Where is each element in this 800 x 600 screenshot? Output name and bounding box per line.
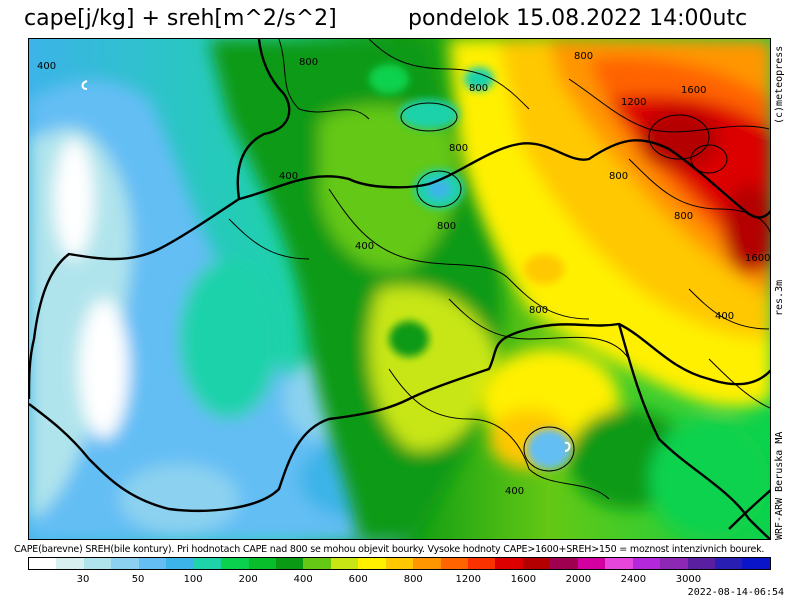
convective-cells: [369, 64, 571, 469]
contour-label: 400: [279, 171, 298, 182]
colorbar-label: 1600: [510, 574, 537, 585]
colorbar-cell: [166, 558, 194, 569]
colorbar-cell: [440, 558, 468, 569]
colorbar-label: 2000: [565, 574, 592, 585]
colorbar-labels: 30 50 100 200 400 600 800 1200 1600 2000 2400 3000: [28, 574, 771, 588]
colorbar-cell: [605, 558, 633, 569]
cape-contours: [228, 39, 770, 500]
colorbar-cell: [83, 558, 112, 569]
model-label: WRF-ARW Beruska MA: [774, 431, 785, 540]
colorbar-cell: [522, 558, 551, 569]
map-datetime: pondelok 15.08.2022 14:00utc: [408, 6, 748, 31]
colorbar-cell: [111, 558, 139, 569]
resolution-label: res.3m: [774, 279, 785, 316]
contour-label: 400: [505, 486, 524, 497]
colorbar-cell: [248, 558, 276, 569]
colorbar-cell: [660, 558, 688, 569]
contour-label: 400: [715, 311, 734, 322]
colorbar-label: 200: [238, 574, 258, 585]
contour-label: 800: [674, 211, 693, 222]
colorbar-label: 2400: [620, 574, 647, 585]
colorbar-label: 30: [76, 574, 90, 585]
contour-labels: 400 800 800 800 800 1200 1600 800 400 80…: [37, 51, 770, 497]
colorbar-cell: [221, 558, 249, 569]
colorbar-cell: [577, 558, 606, 569]
sreh-contours: [81, 80, 571, 452]
colorbar-cell: [687, 558, 715, 569]
colorbar-label: 100: [183, 574, 203, 585]
map-title: cape[j/kg] + sreh[m^2/s^2]: [24, 6, 337, 31]
contour-label: 400: [37, 61, 56, 72]
colorbar-cell: [385, 558, 414, 569]
colorbar: [28, 557, 771, 570]
contour-label: 800: [529, 305, 548, 316]
contour-label: 1600: [681, 85, 706, 96]
colorbar-cell: [330, 558, 359, 569]
colorbar-cell: [550, 558, 578, 569]
colorbar-cell: [138, 558, 167, 569]
contour-label: 400: [355, 241, 374, 252]
contour-label: 1600: [745, 253, 770, 264]
publisher-label: (c)meteopress: [774, 45, 785, 124]
colorbar-cell: [56, 558, 84, 569]
colorbar-cell: [193, 558, 222, 569]
country-borders: [29, 39, 770, 539]
colorbar-label: 800: [403, 574, 423, 585]
colorbar-cell: [413, 558, 441, 569]
colorbar-cell: [303, 558, 331, 569]
contour-label: 800: [299, 57, 318, 68]
cape-map: 400 800 800 800 800 1200 1600 800 400 80…: [28, 38, 771, 540]
colorbar-cell: [495, 558, 523, 569]
colorbar-cell: [632, 558, 661, 569]
contour-label: 800: [609, 171, 628, 182]
contour-label: 800: [469, 83, 488, 94]
colorbar-cell: [275, 558, 304, 569]
footnote: CAPE(barevne) SREH(bile kontury). Pri ho…: [14, 544, 765, 555]
colorbar-cell: [468, 558, 496, 569]
colorbar-cell: [742, 558, 770, 569]
colorbar-cell: [358, 558, 386, 569]
colorbar-cell: [714, 558, 743, 569]
colorbar-label: 400: [293, 574, 313, 585]
colorbar-label: 50: [131, 574, 145, 585]
timestamp: 2022-08-14-06:54: [687, 587, 784, 598]
contour-label: 800: [574, 51, 593, 62]
colorbar-label: 3000: [675, 574, 702, 585]
colorbar-label: 1200: [455, 574, 482, 585]
contour-label: 1200: [621, 97, 646, 108]
contour-label: 800: [437, 221, 456, 232]
mid-cape-region: [209, 39, 502, 539]
contour-label: 800: [449, 143, 468, 154]
colorbar-label: 600: [348, 574, 368, 585]
colorbar-cell: [29, 558, 57, 569]
